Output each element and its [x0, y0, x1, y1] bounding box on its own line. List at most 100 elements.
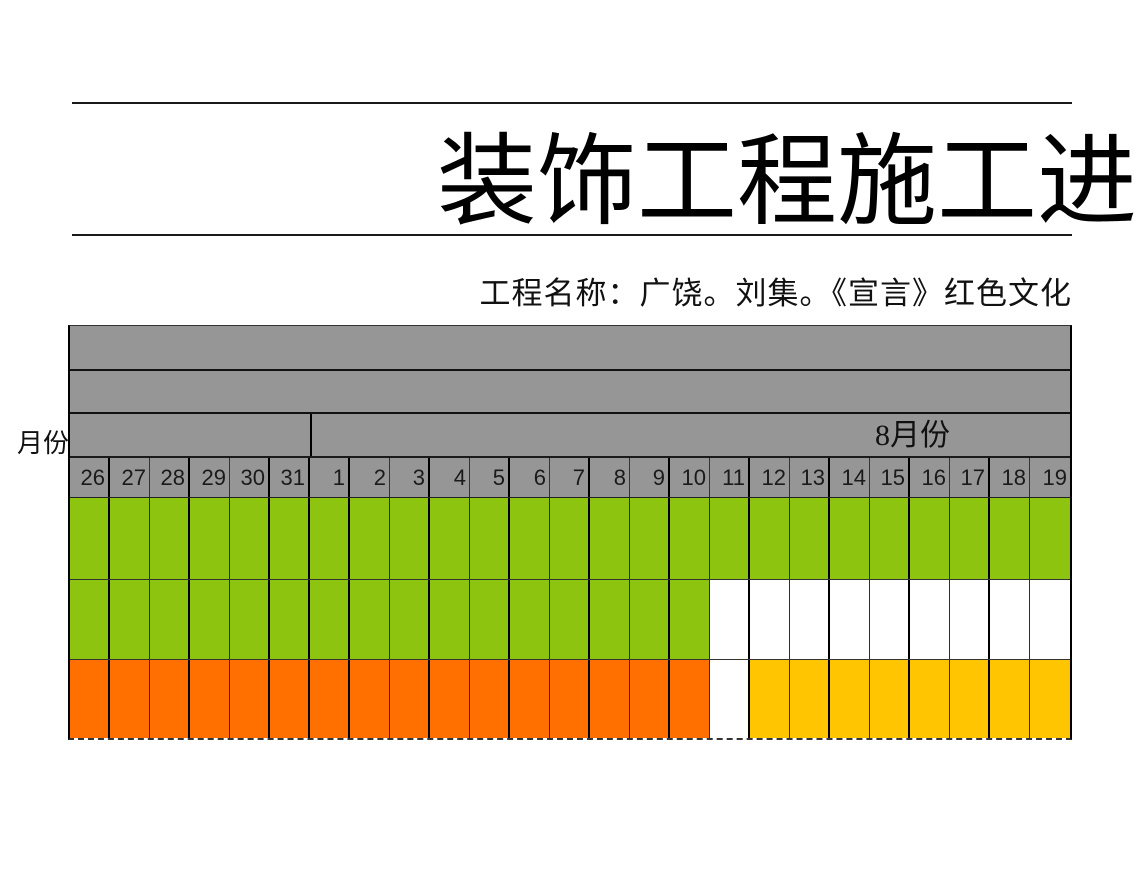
day-header-cell: 8 [590, 458, 630, 497]
bar-cell-green [950, 498, 990, 579]
day-header-cell: 18 [990, 458, 1030, 497]
day-header-cell: 9 [630, 458, 670, 497]
bar-cell-orange [150, 660, 190, 738]
bar-cell-white [750, 580, 790, 659]
bar-cell-orange [510, 660, 550, 738]
bar-cell-green [230, 580, 270, 659]
bar-cell-green [790, 498, 830, 579]
bar-cell-orange [350, 660, 390, 738]
day-header-cell: 27 [110, 458, 150, 497]
header-band-2 [70, 371, 1070, 414]
day-header-cell: 2 [350, 458, 390, 497]
bar-cell-green [590, 498, 630, 579]
day-header-cell: 13 [790, 458, 830, 497]
day-header-cell: 30 [230, 458, 270, 497]
bar-cell-white [710, 660, 750, 738]
day-header-cell: 4 [430, 458, 470, 497]
bar-cell-green [430, 580, 470, 659]
bar-cell-white [950, 580, 990, 659]
bar-cell-green [190, 580, 230, 659]
project-name-line: 工程名称：广饶。刘集。《宣言》红色文化 [479, 276, 1072, 311]
august-month-label: 8月份 [875, 419, 950, 452]
bar-cell-gold [1030, 660, 1070, 738]
bar-cell-green [390, 580, 430, 659]
bar-cell-green [350, 498, 390, 579]
day-header-cell: 26 [70, 458, 110, 497]
bar-cell-green [310, 498, 350, 579]
day-header-cell: 19 [1042, 464, 1067, 490]
bar-cell-white [870, 580, 910, 659]
bar-cell-gold [990, 660, 1030, 738]
bar-cell-orange [630, 660, 670, 738]
bar-cell-green [990, 498, 1030, 579]
day-header-cell: 11 [710, 458, 750, 497]
bar-cell-orange [190, 660, 230, 738]
bar-cell-orange [590, 660, 630, 738]
bar-cell-orange [390, 660, 430, 738]
day-header-cell: 17 [950, 458, 990, 497]
bar-cell-green [910, 498, 950, 579]
bar-cell-green [630, 580, 670, 659]
day-header-cell: 7 [550, 458, 590, 497]
bar-cell-green [630, 498, 670, 579]
month-axis-label: 月份 [17, 429, 70, 458]
bar-cell-orange [110, 660, 150, 738]
day-header-cell: 3 [390, 458, 430, 497]
task-bar-row-3 [70, 660, 1070, 738]
day-header-cell: 31 [270, 458, 310, 497]
bar-cell-green [670, 498, 710, 579]
bar-cell-green [110, 498, 150, 579]
bar-cell-green [750, 498, 790, 579]
bar-cell-green [350, 580, 390, 659]
task-bar-row-2 [70, 580, 1070, 660]
bar-cell-green [510, 580, 550, 659]
day-header-row: 26 27 28 29 30 31 1 2 3 4 5 6 7 8 9 10 11 12 13 14 15 16 17 18 1… [70, 458, 1070, 498]
bar-cell-white [1030, 580, 1070, 659]
bar-cell-orange [550, 660, 590, 738]
bar-cell-gold [750, 660, 790, 738]
bar-cell-green [710, 498, 750, 579]
day-header-cell: 29 [190, 458, 230, 497]
bar-cell-green [310, 580, 350, 659]
bar-cell-orange [670, 660, 710, 738]
bar-cell-green [550, 498, 590, 579]
bar-cell-green [150, 580, 190, 659]
bar-cell-white [910, 580, 950, 659]
schedule-table: 8月份 26 27 28 29 30 31 1 2 3 4 5 6 7 8 9 10 11 12 13 14 15 16 1… [68, 325, 1072, 740]
month-header-row: 8月份 [70, 414, 1070, 458]
task-bars [70, 498, 1070, 738]
day-header-cell: 6 [510, 458, 550, 497]
bar-cell-green [670, 580, 710, 659]
day-header-cell: 1 [310, 458, 350, 497]
bar-cell-orange [310, 660, 350, 738]
day-header-cell: 16 [910, 458, 950, 497]
bar-cell-green [470, 498, 510, 579]
day-header-cell: 28 [150, 458, 190, 497]
bar-cell-green [430, 498, 470, 579]
bar-cell-green [510, 498, 550, 579]
bar-cell-orange [270, 660, 310, 738]
bar-cell-orange [70, 660, 110, 738]
bar-cell-gold [830, 660, 870, 738]
month-cell-august: 8月份 [312, 414, 1070, 456]
day-header-cell: 15 [870, 458, 910, 497]
bar-cell-white [790, 580, 830, 659]
bar-cell-white [990, 580, 1030, 659]
bar-cell-green [270, 580, 310, 659]
bar-cell-gold [950, 660, 990, 738]
bar-cell-green [870, 498, 910, 579]
top-rule [72, 102, 1072, 104]
header-band-1 [70, 326, 1070, 371]
bar-cell-orange [470, 660, 510, 738]
bar-cell-green [470, 580, 510, 659]
bar-cell-green [270, 498, 310, 579]
bar-cell-gold [910, 660, 950, 738]
bar-cell-green [1030, 498, 1070, 579]
bar-cell-green [70, 498, 110, 579]
bar-cell-gold [790, 660, 830, 738]
bar-cell-green [70, 580, 110, 659]
bar-cell-white [710, 580, 750, 659]
bar-cell-orange [230, 660, 270, 738]
month-cell-july [70, 414, 312, 456]
